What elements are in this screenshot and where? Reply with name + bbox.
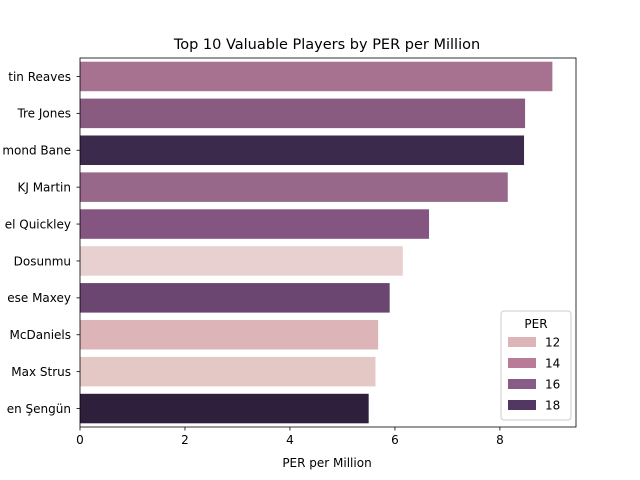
plot-frame bbox=[79, 57, 577, 428]
chart-title: Top 10 Valuable Players by PER per Milli… bbox=[173, 37, 480, 53]
bar bbox=[80, 356, 376, 387]
legend-title: PER bbox=[524, 317, 547, 331]
x-tick-label: 0 bbox=[76, 433, 84, 447]
legend-label: 18 bbox=[545, 399, 560, 413]
bar bbox=[80, 283, 390, 313]
legend-swatch bbox=[508, 400, 536, 410]
y-tick-label: KJ Martin bbox=[17, 180, 71, 194]
legend-label: 12 bbox=[545, 336, 560, 350]
legend-swatch bbox=[508, 379, 536, 389]
x-axis-label: PER per Million bbox=[282, 456, 371, 470]
x-tick-label: 8 bbox=[496, 433, 504, 447]
legend: PER 12 14 16 18 bbox=[500, 310, 572, 421]
y-tick-label: McDaniels bbox=[10, 328, 71, 342]
bar bbox=[80, 393, 369, 424]
bar bbox=[80, 98, 526, 129]
y-tick-label: Dosunmu bbox=[14, 254, 71, 268]
y-tick-label: mond Bane bbox=[2, 144, 71, 158]
y-tick-label: el Quickley bbox=[5, 217, 71, 231]
x-ticks: 0 2 4 6 8 bbox=[76, 427, 504, 447]
y-tick-label: en Şengün bbox=[7, 402, 71, 416]
y-tick-label: tin Reaves bbox=[8, 70, 71, 84]
x-tick-label: 2 bbox=[181, 433, 189, 447]
legend-label: 16 bbox=[545, 378, 560, 392]
bar bbox=[80, 319, 379, 350]
bar bbox=[80, 135, 525, 166]
legend-label: 14 bbox=[545, 357, 560, 371]
y-tick-label: ese Maxey bbox=[7, 291, 71, 305]
x-tick-label: 4 bbox=[286, 433, 294, 447]
y-tick-label: Tre Jones bbox=[16, 107, 71, 121]
bar bbox=[80, 246, 403, 276]
x-tick-label: 6 bbox=[391, 433, 399, 447]
bar bbox=[80, 172, 508, 202]
bar bbox=[80, 209, 430, 239]
bars-group bbox=[80, 61, 553, 424]
legend-swatch bbox=[508, 358, 536, 368]
y-tick-labels: tin Reaves Tre Jones mond Bane KJ Martin el … bbox=[2, 70, 80, 416]
y-tick-label: Max Strus bbox=[11, 365, 71, 379]
legend-items: 12 14 16 18 bbox=[508, 336, 560, 413]
legend-swatch bbox=[508, 337, 536, 347]
axes-frame bbox=[79, 57, 577, 428]
bar bbox=[80, 61, 553, 92]
